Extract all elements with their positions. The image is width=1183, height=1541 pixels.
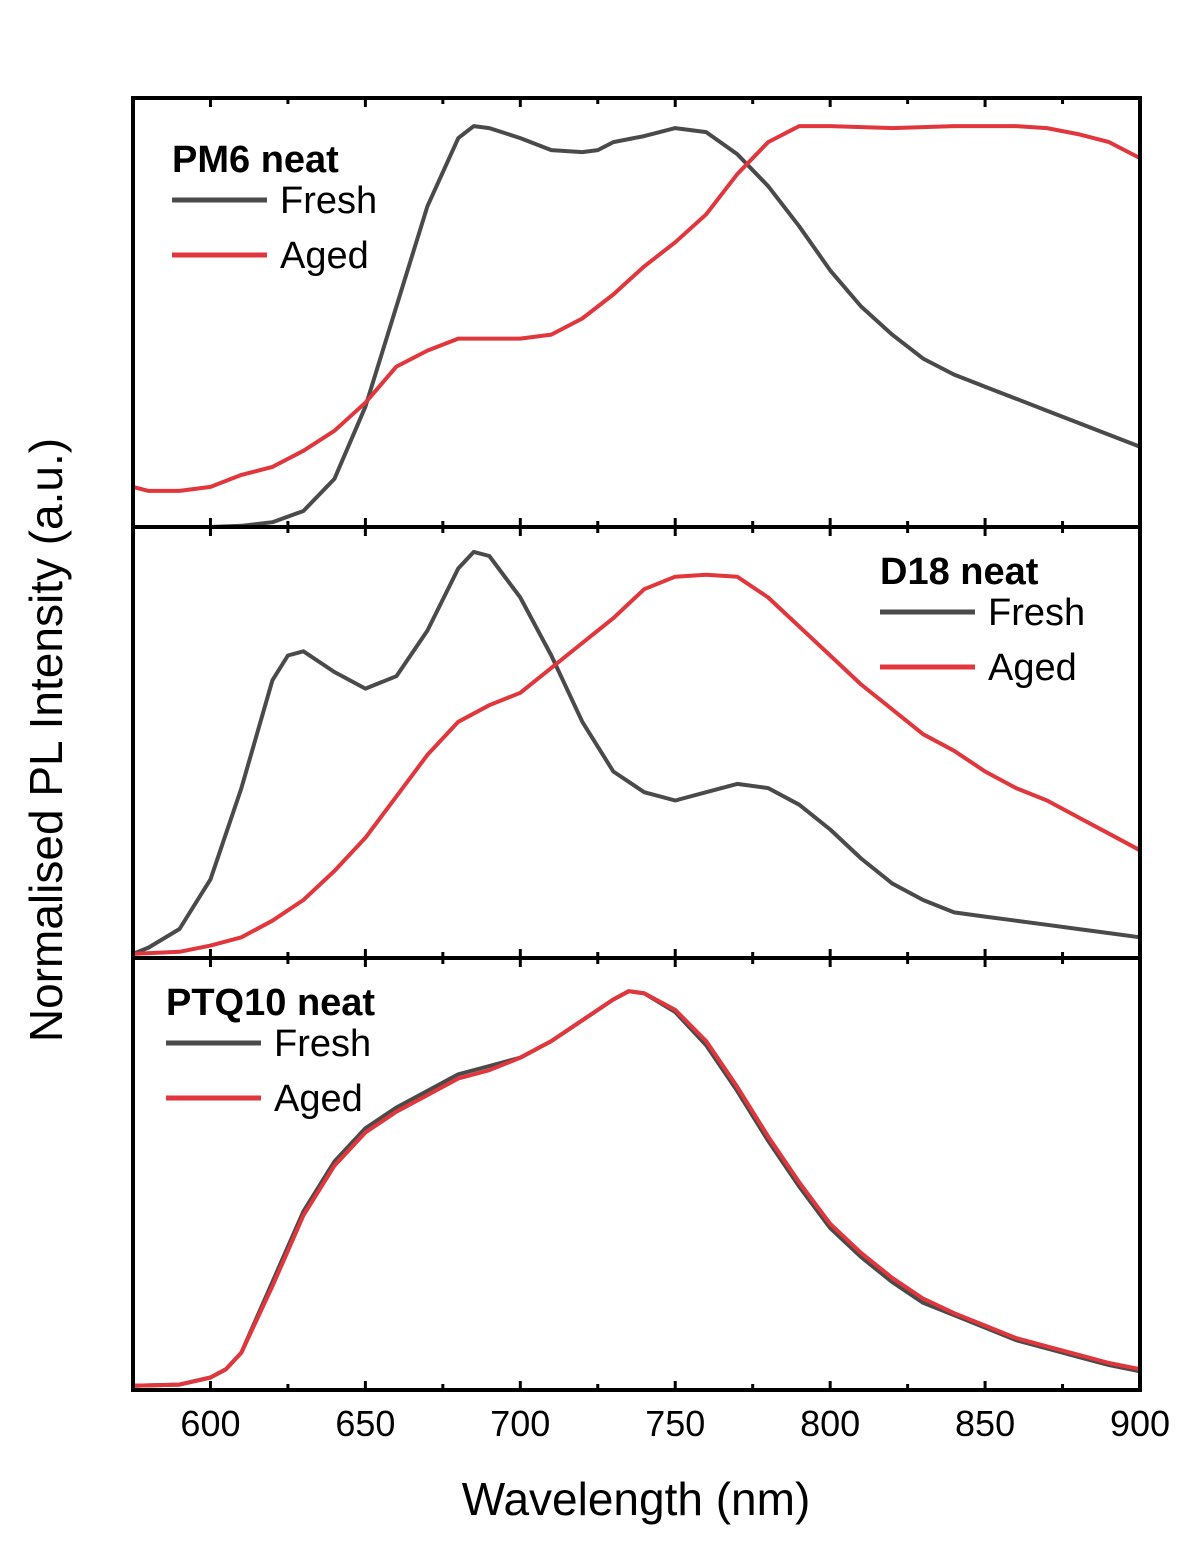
legend-label-aged: Aged <box>988 647 1077 689</box>
panel-title: PM6 neat <box>172 139 339 181</box>
legend-label-aged: Aged <box>274 1078 363 1120</box>
x-tick-label: 900 <box>1110 1403 1170 1444</box>
x-tick-label: 750 <box>645 1403 705 1444</box>
panel-title: PTQ10 neat <box>166 982 375 1024</box>
x-tick-label: 600 <box>180 1403 240 1444</box>
x-axis-title: Wavelength (nm) <box>462 1473 811 1525</box>
x-axis: 600 650 700 750 800 850 900 <box>180 1403 1170 1444</box>
x-tick-label: 800 <box>800 1403 860 1444</box>
legend-label-aged: Aged <box>280 235 369 277</box>
x-tick-label: 650 <box>335 1403 395 1444</box>
x-tick-label: 700 <box>490 1403 550 1444</box>
x-tick-label: 850 <box>955 1403 1015 1444</box>
series-line-fresh <box>131 549 1142 956</box>
panel-title: D18 neat <box>880 551 1039 593</box>
legend-label-fresh: Fresh <box>280 180 377 222</box>
legend-label-fresh: Fresh <box>274 1023 371 1065</box>
y-axis-title: Normalised PL Intensity (a.u.) <box>20 438 72 1042</box>
series-line-aged <box>131 124 1142 493</box>
series-line-fresh <box>131 124 1142 529</box>
series-line-aged <box>131 989 1142 1388</box>
legend-label-fresh: Fresh <box>988 592 1085 634</box>
series-line-aged <box>131 572 1142 956</box>
panel-frame <box>131 956 1142 1392</box>
